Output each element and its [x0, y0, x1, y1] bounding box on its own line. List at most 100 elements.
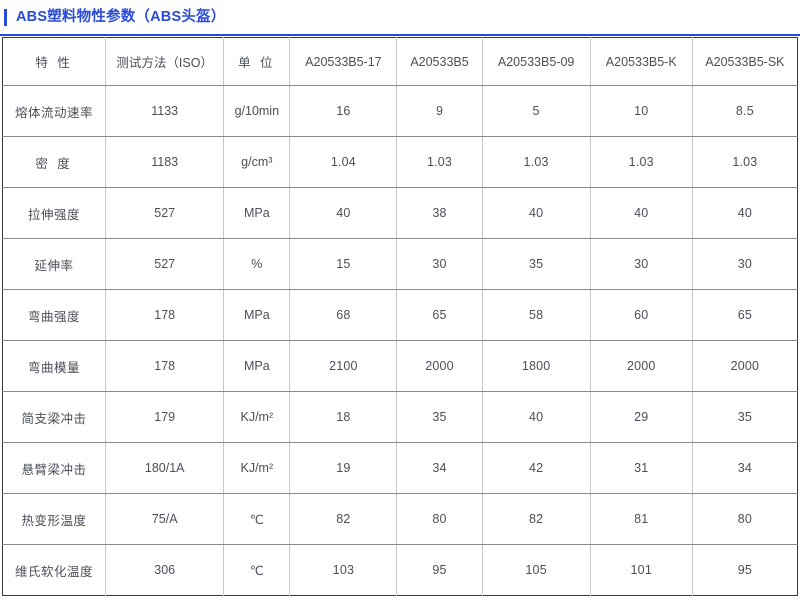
column-header-property: 特 性	[2, 37, 107, 86]
cell-unit: MPa	[223, 289, 291, 341]
cell-method: 1183	[105, 136, 225, 188]
cell-unit: g/cm³	[223, 136, 291, 188]
cell-value: 10	[590, 85, 693, 137]
cell-value: 35	[692, 391, 798, 443]
cell-value: 38	[396, 187, 483, 239]
cell-value: 81	[590, 493, 693, 545]
cell-method: 178	[105, 289, 225, 341]
cell-property: 拉伸强度	[2, 187, 107, 239]
table-body: 熔体流动速率 1133 g/10min 16 9 5 10 8.5 密 度 11…	[2, 85, 798, 596]
cell-method: 527	[105, 187, 225, 239]
cell-method: 178	[105, 340, 225, 392]
cell-unit: MPa	[223, 340, 291, 392]
table-row: 简支梁冲击 179 KJ/m² 18 35 40 29 35	[2, 391, 798, 443]
column-header-grade-5: A20533B5-SK	[692, 37, 798, 86]
column-header-unit: 单 位	[223, 37, 291, 86]
cell-unit: g/10min	[223, 85, 291, 137]
cell-value: 34	[396, 442, 483, 494]
cell-value: 105	[482, 544, 591, 596]
cell-value: 103	[289, 544, 398, 596]
cell-property: 热变形温度	[2, 493, 107, 545]
cell-value: 2000	[692, 340, 798, 392]
cell-value: 1.03	[396, 136, 483, 188]
cell-value: 80	[692, 493, 798, 545]
cell-value: 1.03	[590, 136, 693, 188]
cell-value: 16	[289, 85, 398, 137]
table-row: 密 度 1183 g/cm³ 1.04 1.03 1.03 1.03 1.03	[2, 136, 798, 188]
cell-value: 101	[590, 544, 693, 596]
cell-value: 58	[482, 289, 591, 341]
table-row: 熔体流动速率 1133 g/10min 16 9 5 10 8.5	[2, 85, 798, 137]
cell-property: 简支梁冲击	[2, 391, 107, 443]
cell-property: 悬臂梁冲击	[2, 442, 107, 494]
cell-value: 1.03	[482, 136, 591, 188]
table-row: 热变形温度 75/A ℃ 82 80 82 81 80	[2, 493, 798, 545]
cell-method: 179	[105, 391, 225, 443]
cell-value: 80	[396, 493, 483, 545]
cell-method: 1133	[105, 85, 225, 137]
cell-property: 弯曲模量	[2, 340, 107, 392]
cell-value: 40	[590, 187, 693, 239]
cell-property: 密 度	[2, 136, 107, 188]
table-row: 拉伸强度 527 MPa 40 38 40 40 40	[2, 187, 798, 239]
cell-value: 5	[482, 85, 591, 137]
cell-property: 熔体流动速率	[2, 85, 107, 137]
cell-value: 31	[590, 442, 693, 494]
table-row: 维氏软化温度 306 ℃ 103 95 105 101 95	[2, 544, 798, 596]
column-header-grade-4: A20533B5-K	[590, 37, 693, 86]
cell-value: 2100	[289, 340, 398, 392]
title-accent-bar	[4, 8, 7, 26]
cell-unit: MPa	[223, 187, 291, 239]
cell-value: 82	[482, 493, 591, 545]
cell-unit: ℃	[223, 493, 291, 545]
cell-value: 2000	[396, 340, 483, 392]
cell-value: 2000	[590, 340, 693, 392]
cell-value: 40	[482, 391, 591, 443]
column-header-method: 测试方法（ISO）	[105, 37, 225, 86]
cell-unit: ℃	[223, 544, 291, 596]
cell-method: 75/A	[105, 493, 225, 545]
page-title-block: ABS塑料物性参数（ABS头盔）	[0, 0, 800, 36]
cell-value: 95	[396, 544, 483, 596]
cell-value: 1.04	[289, 136, 398, 188]
cell-value: 30	[692, 238, 798, 290]
cell-value: 8.5	[692, 85, 798, 137]
abs-spec-table: 特 性 测试方法（ISO） 单 位 A20533B5-17 A20533B5 A…	[2, 37, 798, 596]
cell-value: 15	[289, 238, 398, 290]
header-row: 特 性 测试方法（ISO） 单 位 A20533B5-17 A20533B5 A…	[2, 37, 798, 86]
cell-value: 34	[692, 442, 798, 494]
cell-value: 95	[737, 563, 753, 577]
cell-value: 40	[482, 187, 591, 239]
cell-unit: KJ/m²	[223, 391, 291, 443]
cell-value: 42	[482, 442, 591, 494]
cell-method: 306	[105, 544, 225, 596]
page-title: ABS塑料物性参数（ABS头盔）	[16, 8, 226, 25]
cell-value: 19	[289, 442, 398, 494]
spec-table-container: 特 性 测试方法（ISO） 单 位 A20533B5-17 A20533B5 A…	[0, 37, 800, 596]
cell-value: 65	[692, 289, 798, 341]
cell-value: 9	[396, 85, 483, 137]
cell-value: 65	[396, 289, 483, 341]
cell-property: 弯曲强度	[2, 289, 107, 341]
cell-value: 40	[692, 187, 798, 239]
column-header-grade-3: A20533B5-09	[482, 37, 591, 86]
cell-value: 68	[289, 289, 398, 341]
table-row: 延伸率 527 % 15 30 35 30 30	[2, 238, 798, 290]
column-header-grade-2: A20533B5	[396, 37, 483, 86]
column-header-grade-1: A20533B5-17	[289, 37, 398, 86]
cell-unit: %	[223, 238, 291, 290]
cell-value: 30	[396, 238, 483, 290]
cell-value: 18	[289, 391, 398, 443]
cell-value: 82	[289, 493, 398, 545]
table-header: 特 性 测试方法（ISO） 单 位 A20533B5-17 A20533B5 A…	[2, 37, 798, 86]
cell-method: 180/1A	[105, 442, 225, 494]
cell-value: 35	[482, 238, 591, 290]
cell-value: 1.03	[692, 136, 798, 188]
cell-value: 30	[590, 238, 693, 290]
cell-property: 延伸率	[2, 238, 107, 290]
cell-method: 527	[105, 238, 225, 290]
cell-value: 35	[396, 391, 483, 443]
cell-value: 60	[590, 289, 693, 341]
cell-value: 29	[590, 391, 693, 443]
